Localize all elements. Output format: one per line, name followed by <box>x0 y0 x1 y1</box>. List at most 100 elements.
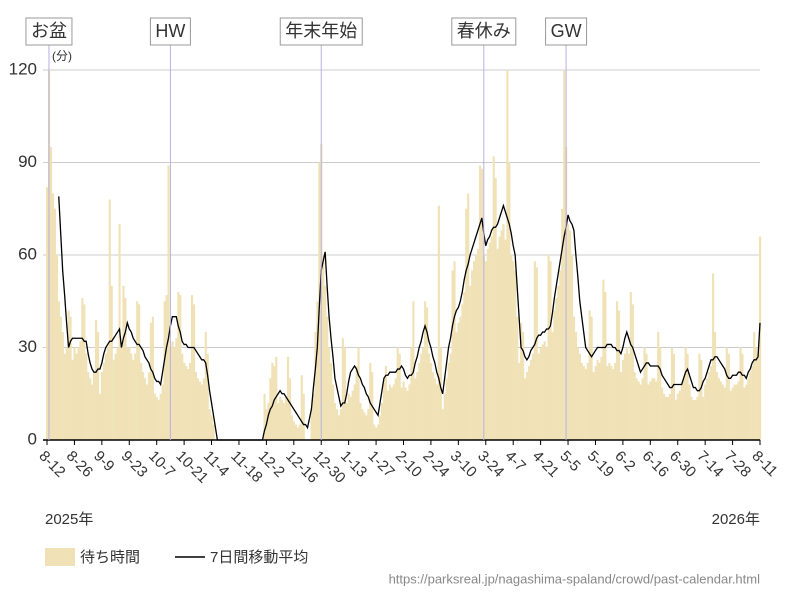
bar <box>151 316 154 440</box>
bar <box>541 344 544 440</box>
bar <box>161 384 164 440</box>
bar <box>414 378 417 440</box>
bar <box>461 304 464 440</box>
bar <box>361 409 364 440</box>
bar <box>659 347 662 440</box>
bar <box>457 322 460 440</box>
bar <box>518 362 521 440</box>
bar <box>476 248 480 440</box>
x-tick-label: 5-5 <box>556 448 583 475</box>
bar <box>737 381 740 440</box>
bar <box>388 384 391 440</box>
bar <box>455 332 458 440</box>
annotation-box <box>279 17 363 46</box>
y-tick-label: 60 <box>18 244 37 263</box>
bar <box>657 332 660 440</box>
bar <box>53 208 57 440</box>
x-tick-label: 7-28 <box>721 448 754 481</box>
bar <box>410 347 413 440</box>
bar <box>314 332 317 440</box>
x-tick-label: 10-7 <box>145 448 178 481</box>
bar <box>627 353 630 440</box>
bar <box>686 353 689 440</box>
bar <box>192 304 196 440</box>
bar <box>700 359 703 440</box>
bar <box>715 372 719 440</box>
bar <box>61 332 64 440</box>
legend-label: 待ち時間 <box>80 549 140 566</box>
annotation-box <box>25 17 73 46</box>
bar <box>731 387 734 440</box>
bar <box>375 427 378 440</box>
bar <box>353 384 356 440</box>
bar <box>189 362 192 440</box>
bar <box>196 378 200 440</box>
bar <box>727 353 730 440</box>
bar <box>447 362 450 440</box>
bar <box>181 353 184 440</box>
bar <box>516 316 519 440</box>
annotation-label: HW <box>155 21 185 41</box>
bar <box>512 261 515 440</box>
bar <box>390 387 393 440</box>
bar <box>367 409 370 440</box>
bar <box>698 353 701 440</box>
bar <box>437 205 440 440</box>
bar <box>159 393 162 440</box>
bar <box>522 332 525 440</box>
bar <box>582 366 585 440</box>
bar <box>676 393 679 440</box>
bar <box>596 359 599 440</box>
bar <box>294 424 297 440</box>
bar <box>508 162 511 440</box>
bar <box>706 378 709 440</box>
bar <box>520 322 523 440</box>
bar <box>277 403 280 440</box>
bar <box>586 362 589 440</box>
bar <box>557 285 560 440</box>
bar <box>621 359 625 440</box>
bar <box>570 255 574 440</box>
bar <box>173 347 176 440</box>
x-tick-label: 1-27 <box>364 448 397 481</box>
bar <box>664 396 668 440</box>
bar <box>674 399 677 440</box>
bar <box>333 403 337 440</box>
bar <box>471 270 474 440</box>
bar <box>610 366 613 440</box>
bar <box>357 347 360 440</box>
x-tick-label: 6-30 <box>666 448 699 481</box>
x-tick-label: 2-10 <box>392 448 425 481</box>
bar <box>633 372 636 440</box>
bar <box>177 292 180 440</box>
bar <box>514 270 517 440</box>
bar <box>298 424 301 440</box>
bar <box>619 372 623 440</box>
bar <box>112 359 115 440</box>
bar <box>653 378 656 440</box>
bar <box>531 353 534 440</box>
bar <box>474 255 478 440</box>
bar <box>49 147 53 441</box>
bar <box>655 381 658 440</box>
legend-label: 7日間移動平均 <box>210 549 308 566</box>
bar <box>668 393 672 440</box>
bar <box>670 347 674 440</box>
bar <box>341 338 344 440</box>
bar <box>551 332 554 440</box>
bar <box>588 310 591 440</box>
bar <box>639 384 642 440</box>
bar <box>721 384 724 440</box>
bar <box>473 261 476 440</box>
bar <box>206 353 209 440</box>
bar <box>89 378 92 440</box>
bar <box>576 347 580 440</box>
bar <box>614 362 617 440</box>
bar <box>535 267 538 440</box>
x-tick-label: 3-10 <box>447 448 480 481</box>
bar <box>373 424 376 440</box>
bar <box>490 236 493 440</box>
bar <box>451 270 454 440</box>
bar <box>612 369 615 440</box>
